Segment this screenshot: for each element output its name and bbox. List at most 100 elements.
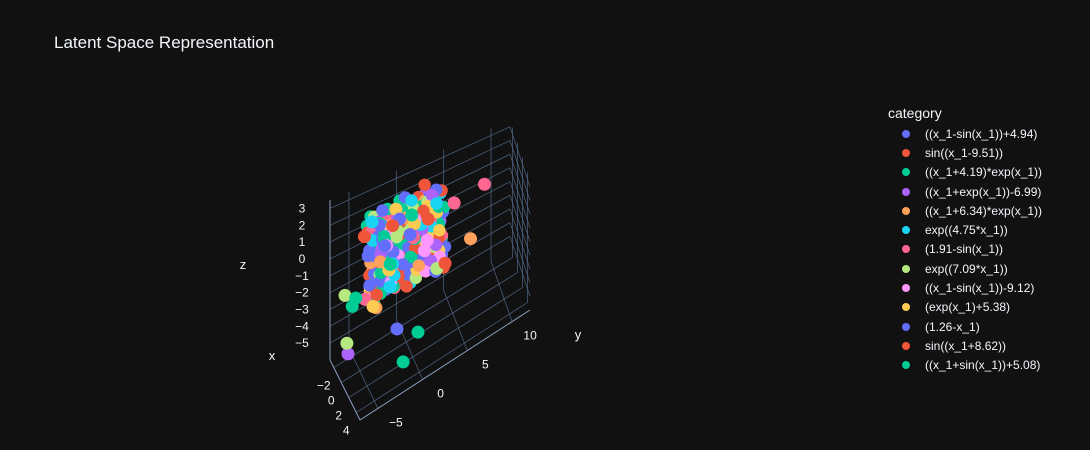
legend-marker [902,168,910,177]
grid-line [509,208,531,270]
grid-line [348,348,379,409]
y-axis-line [359,309,531,421]
cluster-point [400,280,413,293]
data-point-series-9[interactable] [389,202,403,216]
grid-line [348,287,523,398]
data-point-series-10[interactable] [378,239,392,253]
legend-label: ((x_1+6.34)*exp(x_1)) [925,203,1043,218]
data-point-series-4[interactable] [373,255,387,269]
data-point-series-12[interactable] [349,291,363,305]
legend-marker [902,206,910,215]
z-tick-label: −3 [295,302,309,316]
data-point-series-12[interactable] [411,325,425,339]
grid-line [509,222,531,283]
z-tick-label: −5 [295,336,309,350]
data-point-series-11[interactable] [386,219,400,233]
chart-title: Latent Space Representation [54,33,275,52]
point-cluster [360,178,452,308]
grid-line [356,302,528,413]
data-point-series-7[interactable] [338,288,352,302]
legend-label: ((x_1+sin(x_1))+5.08) [925,358,1041,373]
legend-marker [902,361,910,370]
legend-item[interactable]: sin((x_1+8.62)) [888,336,1042,355]
x-tick-label: 4 [343,424,350,438]
legend-label: ((x_1-sin(x_1))+4.94) [925,126,1038,141]
data-point-series-7[interactable] [340,336,354,350]
legend-marker [902,303,910,312]
y-tick-label: 10 [523,329,537,343]
legend-item[interactable]: (1.26-x_1) [888,317,1042,336]
legend-marker [902,284,910,293]
z-tick-label: −4 [295,319,309,333]
legend-item[interactable]: exp((7.09*x_1)) [888,259,1042,278]
legend-marker [902,129,910,138]
data-point-series-4[interactable] [464,232,478,246]
cluster-point [405,194,418,207]
data-point-series-6[interactable] [477,177,491,191]
cluster-point [370,288,383,302]
data-point-series-11[interactable] [421,212,435,226]
x-tick-label: 0 [328,394,335,408]
z-tick-label: −2 [295,286,309,300]
legend-label: ((x_1+exp(x_1))-6.99) [925,184,1042,199]
data-point-series-6[interactable] [447,196,461,210]
legend-item[interactable]: ((x_1+6.34)*exp(x_1)) [888,201,1042,220]
data-point-series-11[interactable] [438,256,452,270]
cluster-point [396,258,410,271]
legend-item[interactable]: ((x_1+4.19)*exp(x_1)) [888,163,1042,182]
z-tick-label: 2 [299,218,306,232]
legend: category ((x_1-sin(x_1))+4.94) sin((x_1-9… [888,105,1042,375]
grid-line [329,236,511,344]
y-tick-label: −5 [389,415,403,429]
grid-line [509,236,531,297]
grid-line [341,272,518,383]
grid-line [333,257,513,368]
cluster-point [361,249,375,263]
legend-label: sin((x_1+8.62)) [925,338,1007,353]
cluster-point [412,259,425,272]
legend-marker [902,341,910,350]
y-tick-label: 5 [482,358,489,372]
z-axis-title: z [240,257,247,272]
data-point-series-8[interactable] [417,244,431,258]
z-tick-label: 1 [299,235,306,249]
data-point-series-3[interactable] [341,347,355,361]
legend-marker [902,148,910,157]
data-point-series-8[interactable] [420,233,434,247]
legend-label: sin((x_1-9.51)) [925,145,1004,160]
legend-item[interactable]: ((x_1+exp(x_1))-6.99) [888,182,1042,201]
data-point-series-9[interactable] [366,299,380,313]
y-axis-title: y [575,327,582,342]
legend-marker [902,187,910,196]
grid-line [509,195,531,256]
legend-item[interactable]: (exp(x_1)+5.38) [888,298,1042,317]
legend-item[interactable]: sin((x_1-9.51)) [888,143,1042,162]
data-point-series-5[interactable] [383,280,397,294]
legend-label: exp((4.75*x_1)) [925,223,1008,238]
grid-line [509,181,531,242]
legend-item[interactable]: (1.91-sin(x_1)) [888,240,1042,259]
x-tick-label: 2 [335,409,342,423]
data-point-series-0[interactable] [390,322,404,336]
legend-item[interactable]: ((x_1-sin(x_1))-9.12) [888,278,1042,297]
legend-label: (1.26-x_1) [925,319,980,334]
legend-item[interactable]: exp((4.75*x_1)) [888,220,1042,239]
legend-marker [902,245,910,254]
data-point-series-12[interactable] [383,257,397,271]
legend-item[interactable]: ((x_1-sin(x_1))+4.94) [888,124,1042,143]
data-point-series-5[interactable] [365,215,379,229]
z-tick-label: −1 [295,269,309,283]
data-point-series-1[interactable] [357,230,371,244]
cluster-point [418,178,431,192]
legend-label: ((x_1-sin(x_1))-9.12) [925,281,1035,296]
z-tick-label: 3 [299,201,306,215]
x-axis-line [329,359,361,421]
legend-item[interactable]: ((x_1+sin(x_1))+5.08) [888,356,1042,375]
data-point-series-10[interactable] [403,228,417,242]
data-point-series-12[interactable] [405,208,419,222]
y-tick-label: 0 [437,386,444,400]
data-point-series-2[interactable] [396,355,410,369]
legend-marker [902,226,910,235]
grid-line [509,154,531,215]
